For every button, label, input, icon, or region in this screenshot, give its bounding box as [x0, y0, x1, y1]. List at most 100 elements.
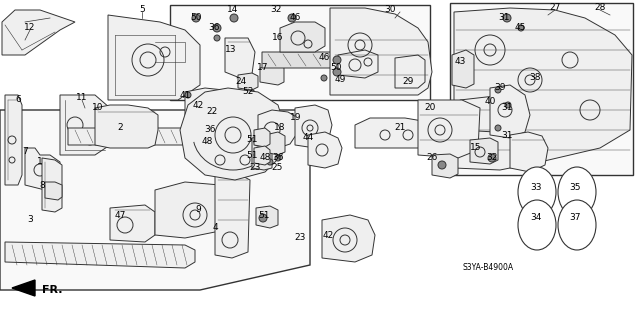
Circle shape [288, 14, 296, 22]
Polygon shape [60, 95, 110, 155]
Polygon shape [110, 205, 155, 242]
Polygon shape [2, 10, 75, 55]
Ellipse shape [518, 167, 556, 217]
Circle shape [213, 24, 221, 32]
Text: 38: 38 [529, 73, 541, 83]
Circle shape [259, 214, 267, 222]
Polygon shape [355, 118, 450, 148]
Text: 4: 4 [212, 224, 218, 233]
Circle shape [504, 105, 510, 111]
Text: 22: 22 [206, 108, 218, 116]
Polygon shape [265, 132, 285, 155]
Text: 8: 8 [39, 181, 45, 189]
Text: 43: 43 [454, 57, 466, 66]
Circle shape [495, 87, 501, 93]
Polygon shape [155, 182, 240, 238]
Polygon shape [295, 105, 332, 148]
Polygon shape [256, 206, 278, 228]
Circle shape [333, 56, 341, 64]
Polygon shape [490, 85, 530, 138]
Text: 5: 5 [139, 5, 145, 14]
Text: 49: 49 [334, 76, 346, 85]
Text: 48: 48 [259, 153, 271, 162]
Text: 14: 14 [227, 5, 239, 14]
Polygon shape [322, 215, 375, 262]
Text: 44: 44 [302, 133, 314, 143]
Text: 3: 3 [27, 216, 33, 225]
Polygon shape [254, 128, 270, 147]
Text: 41: 41 [179, 91, 191, 100]
Circle shape [321, 75, 327, 81]
Polygon shape [5, 242, 195, 268]
Text: 46: 46 [289, 13, 301, 23]
Polygon shape [238, 73, 258, 90]
Text: 50: 50 [190, 13, 202, 23]
Polygon shape [12, 280, 35, 296]
Polygon shape [45, 182, 62, 200]
Bar [450, 3, 633, 175]
Text: 28: 28 [595, 4, 605, 12]
Circle shape [518, 25, 524, 31]
Polygon shape [510, 132, 548, 172]
Polygon shape [254, 146, 270, 165]
Polygon shape [95, 105, 158, 148]
Polygon shape [225, 38, 255, 78]
Text: 42: 42 [193, 100, 204, 109]
Polygon shape [258, 110, 298, 148]
Text: FR.: FR. [42, 285, 63, 295]
Text: 23: 23 [294, 234, 306, 242]
Text: 15: 15 [470, 144, 482, 152]
Polygon shape [5, 95, 22, 185]
Circle shape [254, 138, 262, 146]
Polygon shape [452, 50, 474, 88]
Text: 32: 32 [486, 153, 498, 162]
Circle shape [488, 154, 496, 162]
Circle shape [206, 111, 214, 119]
Text: 13: 13 [225, 46, 237, 55]
Text: 31: 31 [499, 13, 509, 23]
Text: 31: 31 [501, 130, 513, 139]
Polygon shape [470, 138, 498, 164]
Text: 51: 51 [259, 211, 269, 219]
Text: 21: 21 [394, 123, 406, 132]
Text: 16: 16 [272, 33, 284, 42]
Polygon shape [0, 110, 310, 290]
Polygon shape [432, 154, 458, 178]
Circle shape [185, 92, 191, 98]
Circle shape [189, 105, 195, 111]
Text: 6: 6 [15, 95, 21, 105]
Text: 40: 40 [484, 98, 496, 107]
Text: 32: 32 [270, 5, 282, 14]
Circle shape [504, 127, 510, 133]
Text: 9: 9 [195, 205, 201, 214]
Circle shape [275, 155, 281, 161]
Text: 36: 36 [208, 24, 220, 33]
Circle shape [249, 90, 255, 96]
Text: 33: 33 [531, 183, 541, 192]
Polygon shape [262, 52, 375, 68]
Text: 27: 27 [549, 4, 561, 12]
Text: 12: 12 [24, 23, 36, 32]
Polygon shape [280, 22, 325, 52]
Text: 29: 29 [403, 78, 413, 86]
Circle shape [333, 68, 341, 76]
Polygon shape [185, 88, 232, 120]
Text: 36: 36 [272, 153, 284, 162]
Text: 34: 34 [531, 213, 541, 222]
Text: 39: 39 [494, 84, 506, 93]
Text: 30: 30 [384, 5, 396, 14]
Text: 47: 47 [115, 211, 125, 219]
Ellipse shape [518, 200, 556, 250]
Circle shape [230, 14, 238, 22]
Polygon shape [68, 128, 215, 145]
Text: 52: 52 [243, 87, 253, 97]
Ellipse shape [558, 200, 596, 250]
Polygon shape [42, 158, 62, 212]
Polygon shape [180, 88, 285, 180]
Circle shape [505, 102, 511, 108]
Circle shape [267, 159, 273, 165]
Text: 11: 11 [76, 93, 88, 102]
Text: 1: 1 [37, 158, 43, 167]
Text: 46: 46 [318, 54, 330, 63]
Text: 51: 51 [246, 136, 258, 145]
